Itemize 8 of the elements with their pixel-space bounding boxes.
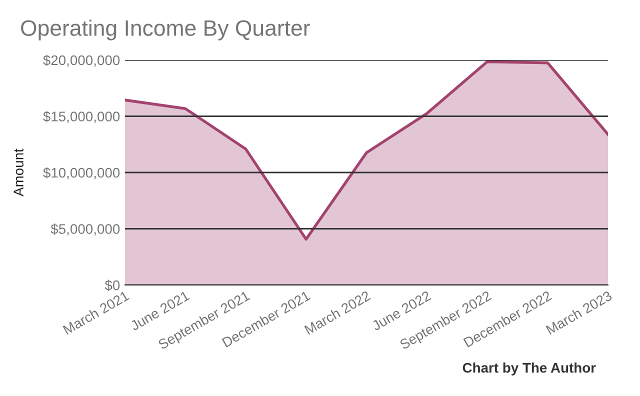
text: Chart by The Author: [462, 362, 596, 376]
y-tick-label: $20,000,000: [43, 54, 120, 67]
y-tick-label: $5,000,000: [50, 224, 120, 236]
chart-title: Operating Income By Quarter: [21, 20, 310, 40]
y-axis-title: Amount: [14, 148, 24, 196]
y-tick-label: $0: [104, 280, 120, 291]
y-tick-label: $10,000,000: [43, 167, 120, 180]
y-tick-label: $15,000,000: [43, 111, 120, 124]
